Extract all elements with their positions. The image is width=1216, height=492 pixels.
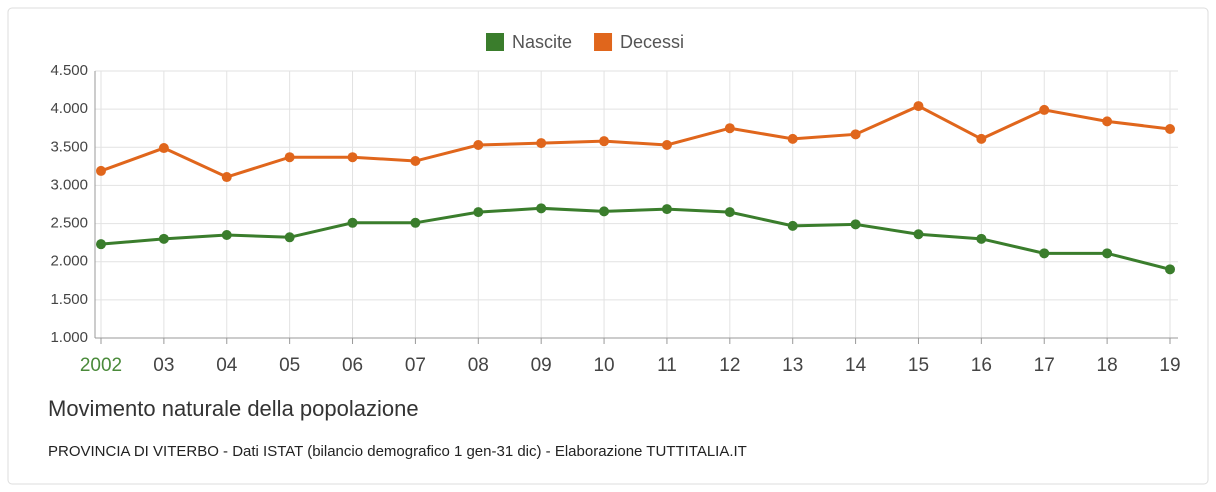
data-point	[410, 156, 421, 167]
data-point	[221, 230, 232, 241]
data-point	[158, 143, 169, 154]
x-tick-label: 19	[1159, 355, 1180, 376]
x-tick-label: 09	[531, 355, 552, 376]
y-tick-label: 2.500	[50, 215, 88, 232]
data-point	[1039, 104, 1050, 115]
y-tick-label: 3.500	[50, 138, 88, 155]
y-tick-label: 1.500	[50, 291, 88, 308]
data-point	[347, 152, 358, 163]
chart-subtitle: PROVINCIA DI VITERBO - Dati ISTAT (bilan…	[48, 443, 747, 460]
data-point	[1039, 248, 1050, 259]
data-point	[599, 206, 610, 217]
data-point	[913, 229, 924, 240]
x-tick-label: 15	[908, 355, 929, 376]
x-tick-label: 13	[782, 355, 803, 376]
data-point	[158, 233, 169, 244]
data-point	[536, 138, 547, 149]
data-point	[599, 136, 610, 147]
y-tick-label: 4.500	[50, 62, 88, 79]
data-point	[536, 203, 547, 214]
data-point	[473, 139, 484, 150]
data-point	[976, 133, 987, 144]
x-tick-label: 17	[1034, 355, 1055, 376]
x-tick-label: 04	[216, 355, 238, 376]
legend-label: Decessi	[620, 32, 684, 52]
chart-title: Movimento naturale della popolazione	[48, 396, 419, 421]
data-point	[976, 233, 987, 244]
y-tick-label: 1.000	[50, 329, 88, 346]
data-point	[410, 217, 421, 228]
x-tick-label: 18	[1097, 355, 1118, 376]
data-point	[1102, 248, 1113, 259]
data-point	[1102, 116, 1113, 127]
legend-swatch	[486, 33, 504, 51]
legend-swatch	[594, 33, 613, 51]
data-point	[96, 165, 106, 176]
data-point	[284, 232, 295, 243]
y-tick-label: 3.000	[50, 176, 88, 193]
x-tick-label: 14	[845, 355, 867, 376]
x-tick-label: 07	[405, 355, 426, 376]
data-point	[473, 207, 484, 218]
data-point	[724, 123, 735, 134]
data-point	[661, 204, 672, 215]
x-tick-label: 05	[279, 355, 300, 376]
x-tick-label: 10	[593, 355, 614, 376]
data-point	[1165, 264, 1175, 275]
data-point	[787, 220, 798, 231]
y-tick-label: 2.000	[50, 253, 88, 270]
data-point	[96, 239, 106, 250]
y-tick-label: 4.000	[50, 100, 88, 117]
data-point	[1165, 123, 1175, 134]
x-tick-label: 03	[153, 355, 174, 376]
data-point	[221, 172, 232, 183]
frame	[7, 7, 1209, 485]
data-point	[913, 101, 924, 112]
data-point	[850, 219, 861, 230]
data-point	[724, 207, 735, 218]
x-tick-label: 16	[971, 355, 992, 376]
x-tick-label: 06	[342, 355, 363, 376]
x-tick-label: 12	[719, 355, 740, 376]
data-point	[347, 217, 358, 228]
x-tick-label: 11	[657, 355, 677, 376]
legend-label: Nascite	[512, 32, 572, 52]
data-point	[787, 133, 798, 144]
series-line	[100, 104, 1171, 179]
x-tick-label: 08	[468, 355, 489, 376]
x-tick-label: 2002	[80, 355, 122, 376]
data-point	[850, 129, 861, 140]
series-line	[100, 206, 1171, 271]
data-point	[661, 139, 672, 150]
data-point	[284, 152, 295, 163]
